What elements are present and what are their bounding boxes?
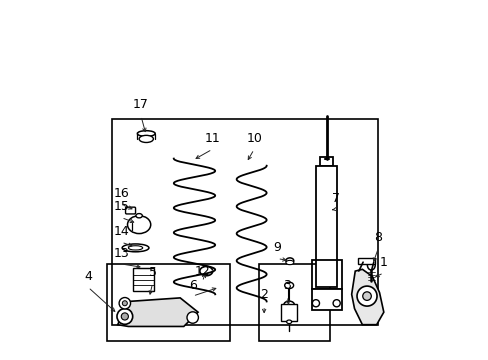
Text: 8: 8 (374, 231, 382, 244)
Text: 9: 9 (273, 241, 281, 254)
Circle shape (121, 313, 128, 320)
Ellipse shape (283, 301, 294, 309)
Bar (112, 119, 378, 325)
Text: 15: 15 (113, 200, 129, 213)
Text: 5: 5 (148, 266, 156, 279)
Bar (311, 260, 341, 289)
Text: 7: 7 (331, 192, 339, 205)
Ellipse shape (128, 246, 142, 250)
Ellipse shape (139, 135, 153, 143)
Ellipse shape (285, 258, 293, 264)
Bar (107, 264, 230, 341)
Text: 11: 11 (204, 132, 220, 145)
Bar (320, 157, 332, 166)
Text: 4: 4 (84, 270, 92, 283)
Ellipse shape (284, 282, 293, 289)
Polygon shape (118, 298, 198, 327)
Circle shape (119, 297, 130, 309)
Text: 13: 13 (113, 247, 129, 260)
Polygon shape (311, 289, 341, 310)
Bar (315, 166, 337, 287)
Ellipse shape (137, 131, 155, 136)
Text: 16: 16 (113, 187, 129, 200)
Bar (357, 257, 374, 264)
Circle shape (312, 300, 319, 307)
Bar (281, 304, 296, 321)
Circle shape (356, 286, 376, 306)
Bar (133, 267, 154, 291)
Text: 2: 2 (260, 288, 267, 301)
Ellipse shape (127, 216, 150, 234)
Text: 1: 1 (379, 256, 387, 269)
Text: 17: 17 (133, 98, 148, 111)
Circle shape (362, 292, 370, 300)
Text: 14: 14 (113, 225, 129, 238)
Text: 6: 6 (188, 279, 196, 292)
Circle shape (122, 301, 127, 306)
Circle shape (332, 300, 340, 307)
Bar (258, 264, 329, 341)
Text: 3: 3 (283, 279, 291, 292)
Ellipse shape (126, 208, 134, 213)
Polygon shape (351, 269, 383, 325)
Circle shape (186, 312, 198, 323)
FancyBboxPatch shape (125, 207, 135, 214)
Ellipse shape (286, 320, 291, 324)
Ellipse shape (285, 260, 293, 265)
Ellipse shape (366, 260, 374, 270)
Circle shape (117, 309, 132, 324)
Text: 12: 12 (194, 265, 210, 278)
Ellipse shape (122, 244, 149, 252)
Ellipse shape (136, 213, 142, 218)
Text: 10: 10 (245, 132, 262, 145)
